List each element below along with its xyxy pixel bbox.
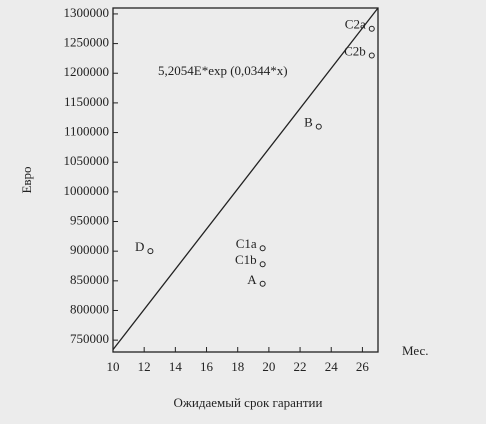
point — [147, 248, 154, 255]
y-tick-label: 900000 — [70, 242, 109, 257]
y-tick-label: 800000 — [70, 301, 109, 316]
x-tick-label: 24 — [325, 359, 339, 374]
point — [368, 52, 375, 59]
y-tick-label: 950000 — [70, 213, 109, 228]
plot-frame — [112, 7, 379, 353]
point — [368, 25, 375, 32]
point-label: D — [135, 239, 144, 254]
y-tick-label: 1300000 — [64, 5, 110, 20]
point-label: C2a — [345, 17, 366, 32]
point-label: C2b — [344, 43, 366, 58]
x-tick-label: 20 — [262, 359, 275, 374]
y-tick-label: 1150000 — [64, 94, 109, 109]
y-tick-label: 1200000 — [64, 64, 110, 79]
point — [315, 123, 322, 130]
x-tick-label: 26 — [356, 359, 370, 374]
annotation: 5,2054E*exp (0,0344*x) — [158, 63, 288, 78]
y-tick-label: 1100000 — [64, 124, 109, 139]
point-label: B — [304, 115, 313, 130]
x-tick-label: 18 — [231, 359, 244, 374]
point-label: A — [247, 272, 257, 287]
y-tick-label: 1000000 — [64, 183, 110, 198]
point — [259, 280, 266, 287]
point-label: C1b — [235, 252, 257, 267]
point-label: C1a — [236, 236, 257, 251]
x-tick-label: 10 — [107, 359, 120, 374]
y-tick-label: 850000 — [70, 272, 109, 287]
x-unit: Мес. — [402, 343, 429, 358]
y-tick-label: 1250000 — [64, 35, 110, 50]
trend-line — [112, 7, 379, 351]
x-tick-label: 12 — [138, 359, 151, 374]
x-tick-label: 22 — [294, 359, 307, 374]
x-tick-label: 16 — [200, 359, 214, 374]
y-tick-label: 1050000 — [64, 153, 110, 168]
y-axis-label: Евро — [19, 166, 34, 193]
point — [259, 245, 266, 252]
point — [259, 261, 266, 268]
x-tick-label: 14 — [169, 359, 183, 374]
x-axis-label: Ожидаемый срок гарантии — [174, 395, 323, 410]
y-tick-label: 750000 — [70, 331, 109, 346]
